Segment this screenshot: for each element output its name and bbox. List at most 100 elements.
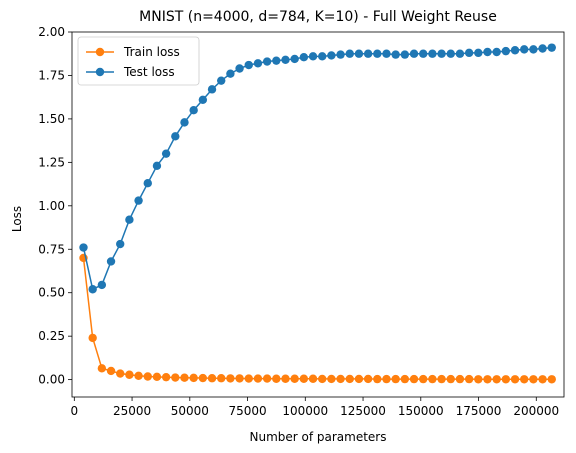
series-0-point-26 <box>318 374 327 384</box>
series-1-point-44 <box>483 47 492 57</box>
y-axis-title: Loss <box>10 206 24 232</box>
x-tick-label-2: 50000 <box>171 404 209 418</box>
series-0-point-41 <box>455 374 465 384</box>
legend-box <box>77 36 200 86</box>
series-0-point-45 <box>492 375 501 384</box>
series-0-point-51 <box>547 375 556 384</box>
legend-label-1: Test loss <box>123 65 175 79</box>
series-0-point-1 <box>88 333 97 343</box>
x-tick-label-7: 175000 <box>456 404 502 418</box>
y-tick-label-3: 0.75 <box>38 242 65 256</box>
series-0-point-21 <box>272 374 281 383</box>
series-1-point-46 <box>501 46 511 56</box>
series-0-point-28 <box>336 374 345 384</box>
series-0-point-25 <box>308 374 318 383</box>
series-0-point-9 <box>161 372 171 382</box>
series-0-point-4 <box>116 369 125 378</box>
series-1-point-33 <box>382 49 391 58</box>
series-1-point-29 <box>345 49 354 58</box>
series-1-point-35 <box>400 50 410 59</box>
series-1-point-1 <box>88 285 97 294</box>
series-0-point-17 <box>235 374 244 383</box>
series-0-point-13 <box>198 373 208 383</box>
series-1-point-11 <box>180 118 189 127</box>
series-1-point-7 <box>143 179 152 188</box>
x-tick-label-1: 25000 <box>113 404 151 418</box>
x-tick-label-6: 150000 <box>398 404 444 418</box>
plot-frame <box>71 31 565 398</box>
x-axis-title: Number of parameters <box>249 430 386 444</box>
series-1-point-27 <box>327 51 336 60</box>
series-1-point-17 <box>235 64 244 73</box>
series-0-point-43 <box>474 375 483 384</box>
series-0-point-31 <box>363 374 373 384</box>
series-1-point-25 <box>308 52 318 61</box>
series-0-point-37 <box>419 374 428 384</box>
x-tick-label-4: 100000 <box>282 404 328 418</box>
series-1-point-51 <box>547 43 556 52</box>
x-tick-label-8: 200000 <box>513 404 559 418</box>
series-1-point-8 <box>152 161 162 171</box>
legend-marker-1 <box>95 67 105 77</box>
series-1-point-5 <box>125 215 134 224</box>
series-1-point-6 <box>134 196 143 205</box>
series-0-point-49 <box>529 375 538 384</box>
series-0-point-42 <box>464 374 474 384</box>
series-1-point-3 <box>106 257 116 266</box>
series-0-point-35 <box>400 374 410 384</box>
series-0-point-48 <box>520 375 529 384</box>
series-1-point-31 <box>363 49 373 58</box>
series-1-point-48 <box>520 45 529 54</box>
series-1-point-30 <box>354 49 364 58</box>
y-tick-label-2: 0.50 <box>38 286 65 300</box>
series-1-point-19 <box>253 59 263 68</box>
y-tick-label-8: 2.00 <box>38 25 65 39</box>
series-1-point-49 <box>529 45 538 54</box>
series-1-point-15 <box>217 76 226 85</box>
series-0-point-36 <box>409 374 419 384</box>
series-1-point-13 <box>198 95 208 104</box>
series-0-point-10 <box>171 373 180 382</box>
x-tick-label-0: 0 <box>70 404 78 418</box>
series-1-point-23 <box>290 54 299 64</box>
series-0-point-46 <box>501 375 511 384</box>
y-tick-label-5: 1.25 <box>38 155 65 169</box>
series-0-point-3 <box>106 366 116 376</box>
legend: Train loss Test loss <box>77 36 200 86</box>
series-0-point-20 <box>262 374 272 383</box>
y-tick-label-7: 1.75 <box>38 68 65 82</box>
series-1-point-40 <box>446 49 455 58</box>
series-1-point-21 <box>272 56 281 65</box>
series-1-point-4 <box>116 239 125 249</box>
series-0-point-34 <box>391 374 400 384</box>
series-1-point-14 <box>207 85 217 94</box>
series-line-1 <box>82 46 552 291</box>
series-1-point-28 <box>336 50 345 59</box>
series-1-point-38 <box>428 49 437 58</box>
series-line-0 <box>82 257 552 381</box>
series-1-point-10 <box>171 132 180 141</box>
series-0-point-5 <box>125 370 134 379</box>
series-1-point-39 <box>437 49 446 58</box>
series-0-point-50 <box>538 375 547 384</box>
series-1-point-16 <box>226 69 235 78</box>
series-1-point-20 <box>262 57 272 66</box>
legend-marker-0 <box>95 47 105 57</box>
x-tick-label-5: 125000 <box>340 404 386 418</box>
series-0-point-29 <box>345 374 354 384</box>
series-0-point-24 <box>299 374 309 383</box>
series-0-point-16 <box>226 374 235 383</box>
y-tick-label-0: 0.00 <box>38 373 65 387</box>
series-0-point-33 <box>382 374 391 384</box>
x-tick-label-3: 75000 <box>228 404 266 418</box>
series-1-point-47 <box>510 46 520 55</box>
series-0-point-39 <box>437 374 446 384</box>
series-1-point-2 <box>97 280 107 290</box>
legend-label-0: Train loss <box>123 45 180 59</box>
series-1-point-12 <box>189 106 198 115</box>
series-0-point-44 <box>483 375 492 384</box>
series-0-point-32 <box>373 374 382 384</box>
series-0-point-6 <box>134 371 143 380</box>
series-1-point-36 <box>409 49 419 58</box>
y-tick-label-6: 1.50 <box>38 112 65 126</box>
